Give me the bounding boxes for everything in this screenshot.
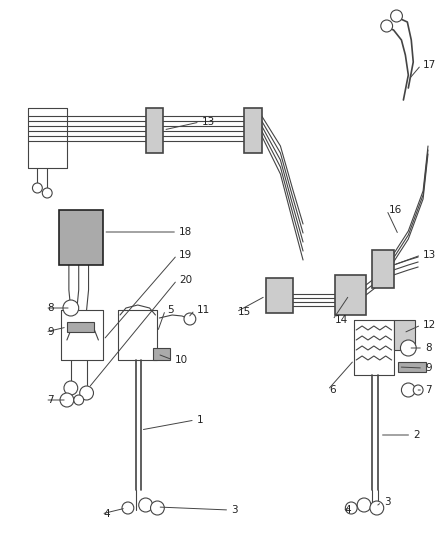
Bar xyxy=(59,210,103,265)
Bar xyxy=(244,108,262,153)
Bar xyxy=(266,278,293,313)
Circle shape xyxy=(139,498,152,512)
Text: 13: 13 xyxy=(423,250,436,260)
Bar xyxy=(335,275,366,315)
Circle shape xyxy=(63,300,79,316)
Text: 5: 5 xyxy=(167,305,174,315)
Circle shape xyxy=(64,381,78,395)
Text: 7: 7 xyxy=(425,385,432,395)
Bar xyxy=(67,322,95,332)
Circle shape xyxy=(345,502,357,514)
Circle shape xyxy=(402,383,415,397)
Text: 12: 12 xyxy=(423,320,436,330)
Circle shape xyxy=(74,395,84,405)
Text: 9: 9 xyxy=(47,327,54,337)
Text: 17: 17 xyxy=(423,60,436,70)
Circle shape xyxy=(32,183,42,193)
Circle shape xyxy=(381,20,392,32)
Text: 13: 13 xyxy=(202,117,215,127)
Circle shape xyxy=(184,313,196,325)
Bar xyxy=(145,108,163,153)
Circle shape xyxy=(80,386,93,400)
Text: 15: 15 xyxy=(238,307,251,317)
Circle shape xyxy=(357,498,371,512)
Circle shape xyxy=(413,385,423,395)
Text: 3: 3 xyxy=(231,505,238,515)
Text: 20: 20 xyxy=(179,275,192,285)
Circle shape xyxy=(391,10,403,22)
Circle shape xyxy=(151,501,164,515)
Circle shape xyxy=(60,393,74,407)
Text: 14: 14 xyxy=(335,315,348,325)
Circle shape xyxy=(400,340,416,356)
Text: 11: 11 xyxy=(197,305,210,315)
Text: 4: 4 xyxy=(103,509,110,519)
Bar xyxy=(152,348,170,360)
Text: 8: 8 xyxy=(425,343,432,353)
Circle shape xyxy=(42,188,52,198)
Bar xyxy=(394,320,415,350)
Circle shape xyxy=(370,501,384,515)
Text: 1: 1 xyxy=(197,415,203,425)
Text: 8: 8 xyxy=(47,303,54,313)
Text: 4: 4 xyxy=(344,505,351,515)
Text: 10: 10 xyxy=(175,355,188,365)
Text: 9: 9 xyxy=(425,363,432,373)
Text: 2: 2 xyxy=(413,430,420,440)
Text: 16: 16 xyxy=(389,205,402,215)
Text: 7: 7 xyxy=(47,395,54,405)
Text: 19: 19 xyxy=(179,250,192,260)
Bar xyxy=(372,250,394,288)
Text: 6: 6 xyxy=(330,385,336,395)
Circle shape xyxy=(122,502,134,514)
Bar xyxy=(399,362,426,372)
Text: 18: 18 xyxy=(179,227,192,237)
Text: 3: 3 xyxy=(384,497,390,507)
